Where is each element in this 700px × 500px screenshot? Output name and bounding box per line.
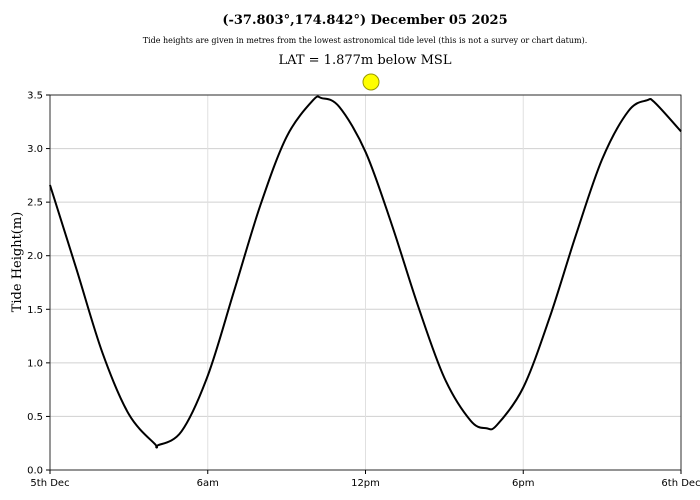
y-tick-label: 0.5	[27, 412, 43, 423]
y-tick-label: 2.5	[27, 198, 43, 209]
y-tick-label: 1.0	[27, 358, 43, 369]
sun-marker	[362, 73, 380, 91]
y-tick-label: 1.5	[27, 305, 43, 316]
plot-frame	[49, 94, 682, 471]
x-tick-label: 5th Dec	[30, 478, 69, 489]
y-tick-label: 3.5	[27, 91, 43, 102]
tide-line	[49, 95, 682, 449]
x-tick-label: 12pm	[351, 478, 380, 489]
y-axis-label: Tide Height(m)	[10, 212, 25, 313]
chart-title: (-37.803°,174.842°) December 05 2025	[222, 13, 507, 28]
x-tick-label: 6pm	[512, 478, 534, 489]
y-tick-label: 2.0	[27, 251, 43, 262]
y-tick-label: 3.0	[27, 144, 43, 155]
y-tick-label: 0.0	[27, 466, 43, 477]
x-tick-label: 6th Dec	[661, 478, 700, 489]
chart-subtitle: Tide heights are given in metres from th…	[143, 36, 588, 45]
x-tick-label: 6am	[197, 478, 219, 489]
lat-note: LAT = 1.877m below MSL	[279, 53, 452, 68]
